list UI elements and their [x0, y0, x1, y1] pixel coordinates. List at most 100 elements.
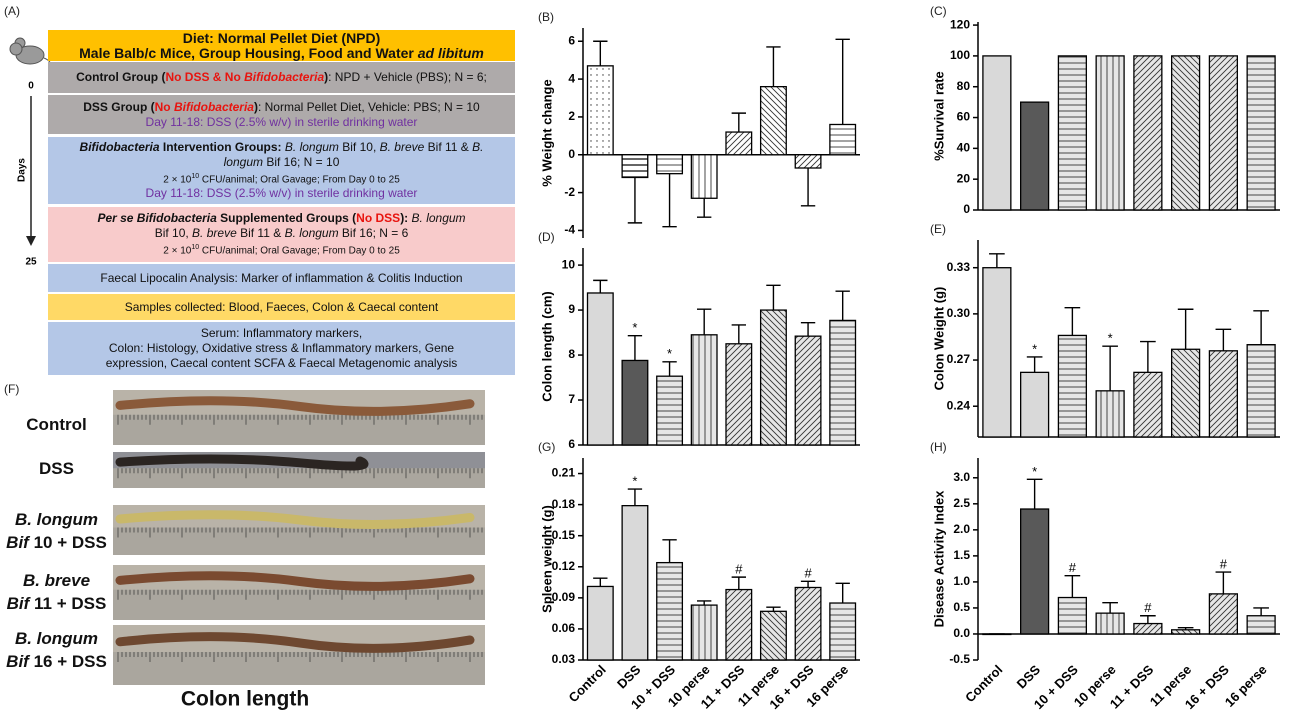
significance-marker: #: [804, 566, 812, 581]
error-bar: [801, 168, 815, 206]
text-segment: DSS: [39, 459, 74, 478]
arrow-head: [26, 236, 36, 246]
text-segment: 2 × 10: [163, 174, 191, 185]
bar: [795, 587, 821, 660]
y-tick-label: 0.18: [552, 497, 576, 511]
bar: [1172, 349, 1200, 437]
text-line: Diet: Normal Pellet Diet (NPD): [183, 31, 381, 46]
bar: [1134, 56, 1162, 210]
text-line: B. breve: [0, 569, 113, 592]
x-tick-label: DSS: [614, 662, 644, 692]
text-segment: Diet: Normal Pellet Diet (NPD): [183, 30, 381, 46]
mouse-icon: [10, 38, 51, 70]
significance-marker: *: [632, 320, 637, 335]
y-tick-label: 0.06: [552, 621, 576, 635]
y-tick-label: -4: [564, 223, 575, 237]
y-tick-label: 6: [568, 437, 575, 451]
error-bar: [628, 336, 642, 361]
y-tick-label: 0.12: [552, 559, 576, 573]
text-line: Day 11-18: DSS (2.5% w/v) in sterile dri…: [146, 115, 418, 130]
bar: [1209, 594, 1237, 634]
y-tick-label: 0.5: [953, 600, 970, 614]
panel-label: (C): [930, 4, 947, 18]
error-bar: [732, 113, 746, 132]
text-segment: Male Balb/c Mice, Group Housing, Food an…: [79, 45, 418, 61]
text-line: expression, Caecal content SCFA & Faecal…: [106, 356, 458, 371]
text-line: Control: [0, 413, 113, 436]
y-tick-label: 1.0: [953, 574, 970, 588]
text-segment: Intervention Groups:: [160, 140, 285, 154]
bar: [1247, 56, 1275, 210]
bar: [588, 293, 614, 445]
text-segment: 10 + DSS: [29, 533, 107, 552]
bar: [1247, 616, 1275, 634]
y-tick-label: 100: [950, 48, 970, 62]
text-line: Bif 11 + DSS: [0, 592, 113, 615]
bar: [657, 155, 683, 174]
bar: [1021, 102, 1049, 210]
error-bar: [593, 578, 607, 586]
panel-label: (F): [4, 382, 19, 396]
error-bar: [662, 362, 676, 376]
significance-marker: *: [667, 346, 672, 361]
y-tick-label: 0.27: [947, 352, 971, 366]
bar: [1096, 613, 1124, 634]
y-tick-label: 4: [568, 71, 575, 85]
y-tick-label: -0.5: [949, 652, 970, 666]
text-line: Bif 10, B. breve Bif 11 & B. longum Bif …: [155, 226, 409, 241]
panel-label: (H): [930, 440, 947, 454]
y-tick-label: 2: [568, 109, 575, 123]
error-bar: [1065, 308, 1081, 336]
bar: [726, 344, 752, 445]
text-line: DSS Group (No Bifidobacteria): Normal Pe…: [83, 100, 479, 115]
y-axis-title: %Survival rate: [931, 71, 946, 161]
bar: [691, 155, 717, 199]
text-segment: B.: [472, 140, 483, 154]
bar: [1134, 624, 1162, 634]
panel-label: (G): [538, 440, 555, 454]
y-tick-label: 7: [568, 392, 575, 406]
text-segment: : NPD + Vehicle (PBS); N = 6;: [328, 70, 487, 84]
significance-marker: *: [1032, 464, 1037, 479]
error-bar: [732, 325, 746, 344]
y-tick-label: 0.15: [552, 528, 576, 542]
bar: [726, 132, 752, 155]
significance-marker: #: [1144, 600, 1152, 615]
error-bar: [1027, 479, 1043, 509]
error-bar: [1178, 309, 1194, 349]
text-segment: Bif: [7, 594, 30, 613]
panel-label: (B): [538, 10, 554, 24]
y-tick-label: 40: [957, 141, 971, 155]
text-line: Bifidobacteria Intervention Groups: B. l…: [80, 140, 484, 155]
significance-marker: #: [1220, 556, 1228, 571]
text-line: Samples collected: Blood, Faeces, Colon …: [125, 300, 439, 315]
bar: [726, 590, 752, 660]
text-segment: 11 + DSS: [29, 594, 106, 613]
text-segment: Bifidobacteria: [80, 140, 160, 154]
y-tick-label: 20: [957, 171, 971, 185]
text-line: Bif 10 + DSS: [0, 531, 113, 554]
y-tick-label: 0.21: [552, 466, 576, 480]
error-bar: [1065, 576, 1081, 598]
text-segment: Control: [26, 415, 86, 434]
significance-marker: #: [735, 562, 743, 577]
bar: [830, 320, 856, 445]
y-tick-label: 3.0: [953, 470, 970, 484]
text-line: Colon: Histology, Oxidative stress & Inf…: [109, 341, 454, 356]
bar: [1172, 630, 1200, 634]
text-segment: Bif: [6, 533, 29, 552]
ruler: [113, 652, 485, 685]
error-bar: [1102, 346, 1118, 391]
x-tick-label: Control: [962, 662, 1005, 705]
significance-marker: *: [1108, 331, 1113, 346]
bar: [691, 605, 717, 660]
text-segment: Control Group (: [76, 70, 165, 84]
text-line: B. longum: [0, 508, 113, 531]
text-segment: B. breve: [23, 571, 90, 590]
text-segment: ad libitum: [418, 45, 484, 61]
text-segment: B. breve: [192, 226, 237, 240]
text-segment: Day 11-18: DSS (2.5% w/v) in sterile dri…: [146, 186, 418, 200]
y-tick-label: 1.5: [953, 548, 970, 562]
text-segment: B. longum: [285, 226, 339, 240]
